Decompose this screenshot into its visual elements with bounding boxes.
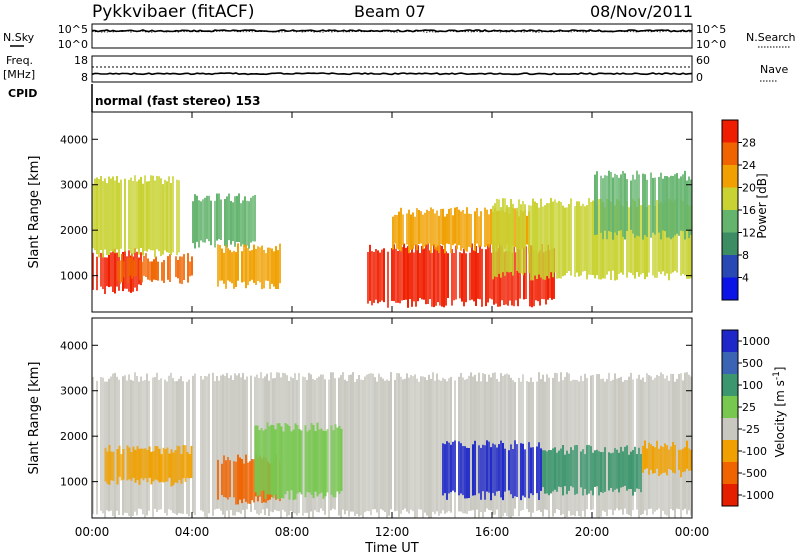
velocity-colorbar-tick: 100 [742, 379, 763, 392]
velocity-colorbar-label: Velocity [m s-1] [772, 367, 787, 458]
nsky-line [91, 29, 693, 33]
power-ytick-label: 4000 [60, 133, 88, 146]
power-colorbar-tick: 16 [742, 204, 756, 217]
nsearch-label: N.Search [746, 31, 796, 44]
freq-unit-label: [MHz] [3, 68, 35, 81]
power-ytick-label: 1000 [60, 270, 88, 283]
x-tick-label: 16:00 [475, 525, 510, 539]
velocity-ytick-label: 3000 [60, 385, 88, 398]
power-heatmap [92, 170, 692, 308]
power-band [367, 243, 555, 308]
beam-title: Beam 07 [354, 2, 426, 21]
freq-tick-high: 18 [74, 54, 88, 67]
freq-line [91, 72, 693, 76]
velocity-band [542, 444, 642, 496]
freq-label: Freq. [6, 54, 33, 67]
velocity-colorbar-segment [722, 418, 738, 441]
freq-panel: Freq. [MHz] 18 8 60 0 Nave [3, 54, 788, 84]
power-colorbar-tick: 12 [742, 227, 756, 240]
velocity-ytick-label: 4000 [60, 339, 88, 352]
velocity-colorbar-segment [722, 374, 738, 397]
velocity-ylabel: Slant Range [km] [27, 362, 42, 475]
x-axis-label: Time UT [364, 541, 418, 554]
velocity-colorbar-segment [722, 484, 738, 507]
power-colorbar-tick: 24 [742, 159, 756, 172]
x-tick-label: 00:00 [675, 525, 710, 539]
velocity-ytick-label: 1000 [60, 476, 88, 489]
power-colorbar-segment [722, 255, 738, 278]
velocity-panel: 1000 2000 3000 4000 Slant Range [km] 1000 50… [27, 112, 787, 554]
power-panel: 1000 2000 3000 4000 Slant Range [km] 4 8 12 16… [27, 111, 769, 313]
power-colorbar-segment [722, 210, 738, 233]
power-colorbar-tick: 4 [742, 272, 749, 285]
velocity-band [92, 372, 692, 518]
velocity-band [104, 445, 193, 487]
nave-tick-high: 60 [696, 54, 710, 67]
velocity-colorbar-tick: -500 [742, 467, 767, 480]
power-ytick-label: 3000 [60, 179, 88, 192]
velocity-colorbar-tick: -100 [742, 445, 767, 458]
velocity-colorbar-tick: -25 [742, 423, 760, 436]
power-ylabel: Slant Range [km] [27, 156, 42, 269]
velocity-colorbar-segment [722, 462, 738, 485]
nsky-tick-low: 10^0 [58, 38, 88, 51]
power-colorbar-label: Power [dB] [755, 173, 769, 238]
freq-tick-low: 8 [81, 71, 88, 84]
power-colorbar-tick: 8 [742, 249, 749, 262]
velocity-band [642, 440, 692, 478]
power-colorbar-tick: 28 [742, 137, 756, 150]
velocity-colorbar-segment [722, 352, 738, 375]
velocity-colorbar-segment [722, 396, 738, 419]
cpid-label: CPID [8, 87, 37, 100]
nsearch-line [91, 30, 692, 33]
velocity-colorbar-tick: 1000 [742, 335, 770, 348]
power-colorbar-segment [722, 120, 738, 143]
power-colorbar-tick: 20 [742, 182, 756, 195]
velocity-band [254, 422, 343, 501]
nsearch-tick-high: 10^5 [696, 23, 726, 36]
date-title: 08/Nov/2011 [590, 2, 693, 21]
power-band [92, 175, 180, 258]
power-band [217, 243, 281, 290]
velocity-colorbar-tick: 500 [742, 357, 763, 370]
power-colorbar-segment [722, 142, 738, 166]
velocity-band [442, 440, 542, 501]
power-colorbar-segment [722, 277, 738, 301]
power-colorbar-segment [722, 165, 738, 188]
x-tick-label: 00:00 [75, 525, 110, 539]
power-band [117, 253, 193, 285]
nsky-label: N.Sky [3, 31, 35, 44]
velocity-colorbar-tick: -1000 [742, 489, 774, 502]
x-tick-label: 12:00 [375, 525, 410, 539]
nsearch-tick-low: 10^0 [696, 38, 726, 51]
velocity-colorbar-tick: 25 [742, 401, 756, 414]
velocity-colorbar-segment [722, 440, 738, 463]
x-tick-label: 08:00 [275, 525, 310, 539]
power-band [192, 193, 256, 249]
power-band [594, 170, 692, 240]
power-colorbar-segment [722, 187, 738, 211]
cpid-text: normal (fast stereo) 153 [95, 94, 261, 108]
nave-tick-low: 0 [696, 71, 703, 84]
velocity-heatmap [92, 372, 692, 518]
velocity-ytick-label: 2000 [60, 430, 88, 443]
station-title: Pykkvibaer (fitACF) [92, 2, 254, 22]
x-tick-label: 04:00 [175, 525, 210, 539]
velocity-colorbar-segment [722, 330, 738, 353]
nsky-panel: N.Sky 10^5 10^0 10^5 10^0 N.Search [3, 23, 796, 51]
x-tick-label: 20:00 [575, 525, 610, 539]
nave-label: Nave [760, 63, 788, 76]
power-colorbar-segment [722, 232, 738, 256]
nsky-tick-high: 10^5 [58, 23, 88, 36]
power-ytick-label: 2000 [60, 224, 88, 237]
